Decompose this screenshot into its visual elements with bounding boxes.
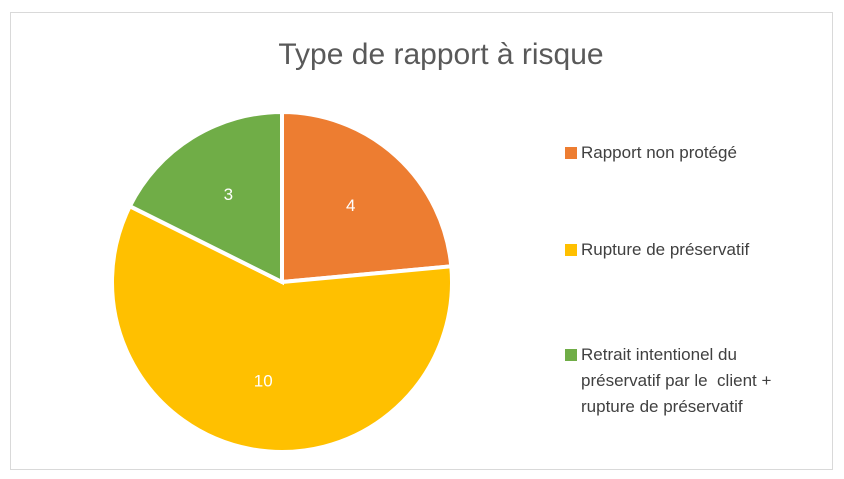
legend-swatch <box>565 147 577 159</box>
legend-item: Rapport non protégé <box>565 140 815 166</box>
data-label: 10 <box>254 372 273 391</box>
legend-label: Retrait intentionel du préservatif par l… <box>581 345 777 416</box>
legend-label: Rupture de préservatif <box>581 240 750 259</box>
pie-slice <box>110 203 454 454</box>
legend-swatch <box>565 244 577 256</box>
legend-swatch <box>565 349 577 361</box>
data-label: 4 <box>346 196 355 215</box>
legend-item: Retrait intentionel du préservatif par l… <box>565 342 815 420</box>
legend-item: Rupture de préservatif <box>565 237 815 263</box>
legend-label: Rapport non protégé <box>581 143 737 162</box>
chart-title: Type de rapport à risque <box>278 38 603 71</box>
pie-slice <box>280 109 454 285</box>
data-label: 3 <box>224 185 233 204</box>
pie-slice <box>127 109 284 286</box>
